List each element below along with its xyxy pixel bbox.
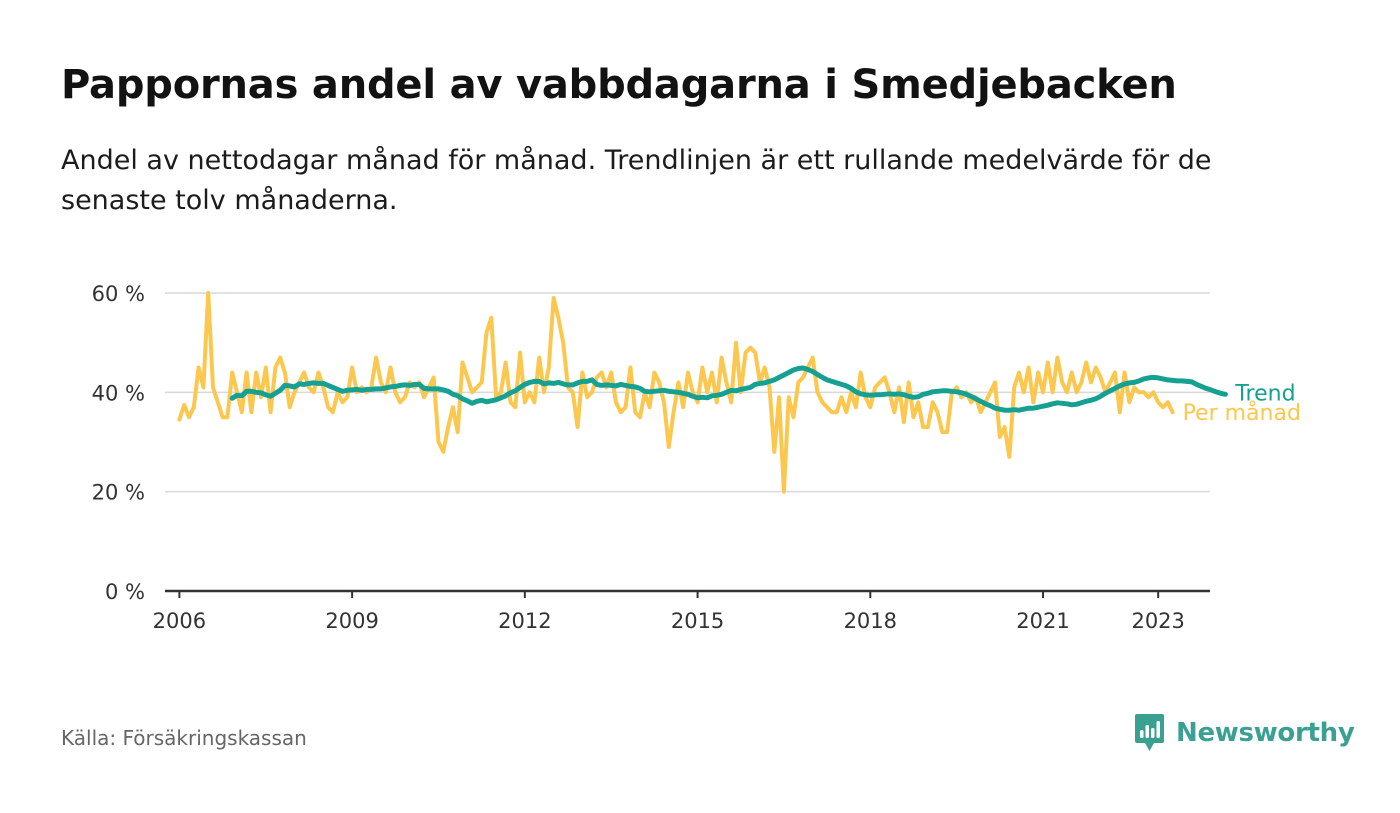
x-tick-label: 2009: [325, 609, 378, 633]
x-tick-label: 2006: [153, 609, 206, 633]
line-chart: 0 % 20 % 40 % 60 % 2006 2009 2012 2015 2018 2021 2…: [92, 282, 1301, 633]
newsworthy-logo[interactable]: Newsworthy: [1133, 712, 1355, 754]
x-tick-label: 2021: [1016, 609, 1069, 633]
y-tick-label: 40 %: [92, 381, 145, 405]
x-tick-label: 2023: [1131, 609, 1184, 633]
chart-title: Pappornas andel av vabbdagarna i Smedjeb…: [61, 62, 1177, 108]
series-label-per-manad: Per månad: [1183, 400, 1301, 426]
axes: 0 % 20 % 40 % 60 % 2006 2009 2012 2015 2018 2021 2…: [92, 282, 1210, 633]
source-note: Källa: Försäkringskassan: [61, 726, 307, 750]
y-tick-label: 0 %: [105, 580, 145, 604]
series-lines: [177, 291, 1228, 494]
y-tick-label: 60 %: [92, 282, 145, 306]
series-line-trend: [229, 365, 1228, 413]
series-label-trend: Trend: [1234, 381, 1295, 406]
x-tick-label: 2012: [498, 609, 551, 633]
newsworthy-logo-icon: [1135, 714, 1164, 751]
x-tick-label: 2015: [671, 609, 724, 633]
y-tick-label: 20 %: [92, 481, 145, 505]
x-tick-label: 2018: [844, 609, 897, 633]
series-line-per-manad: [177, 291, 1175, 494]
chart-subtitle: Andel av nettodagar månad för månad. Tre…: [61, 145, 1212, 216]
newsworthy-logo-text: Newsworthy: [1176, 718, 1355, 748]
